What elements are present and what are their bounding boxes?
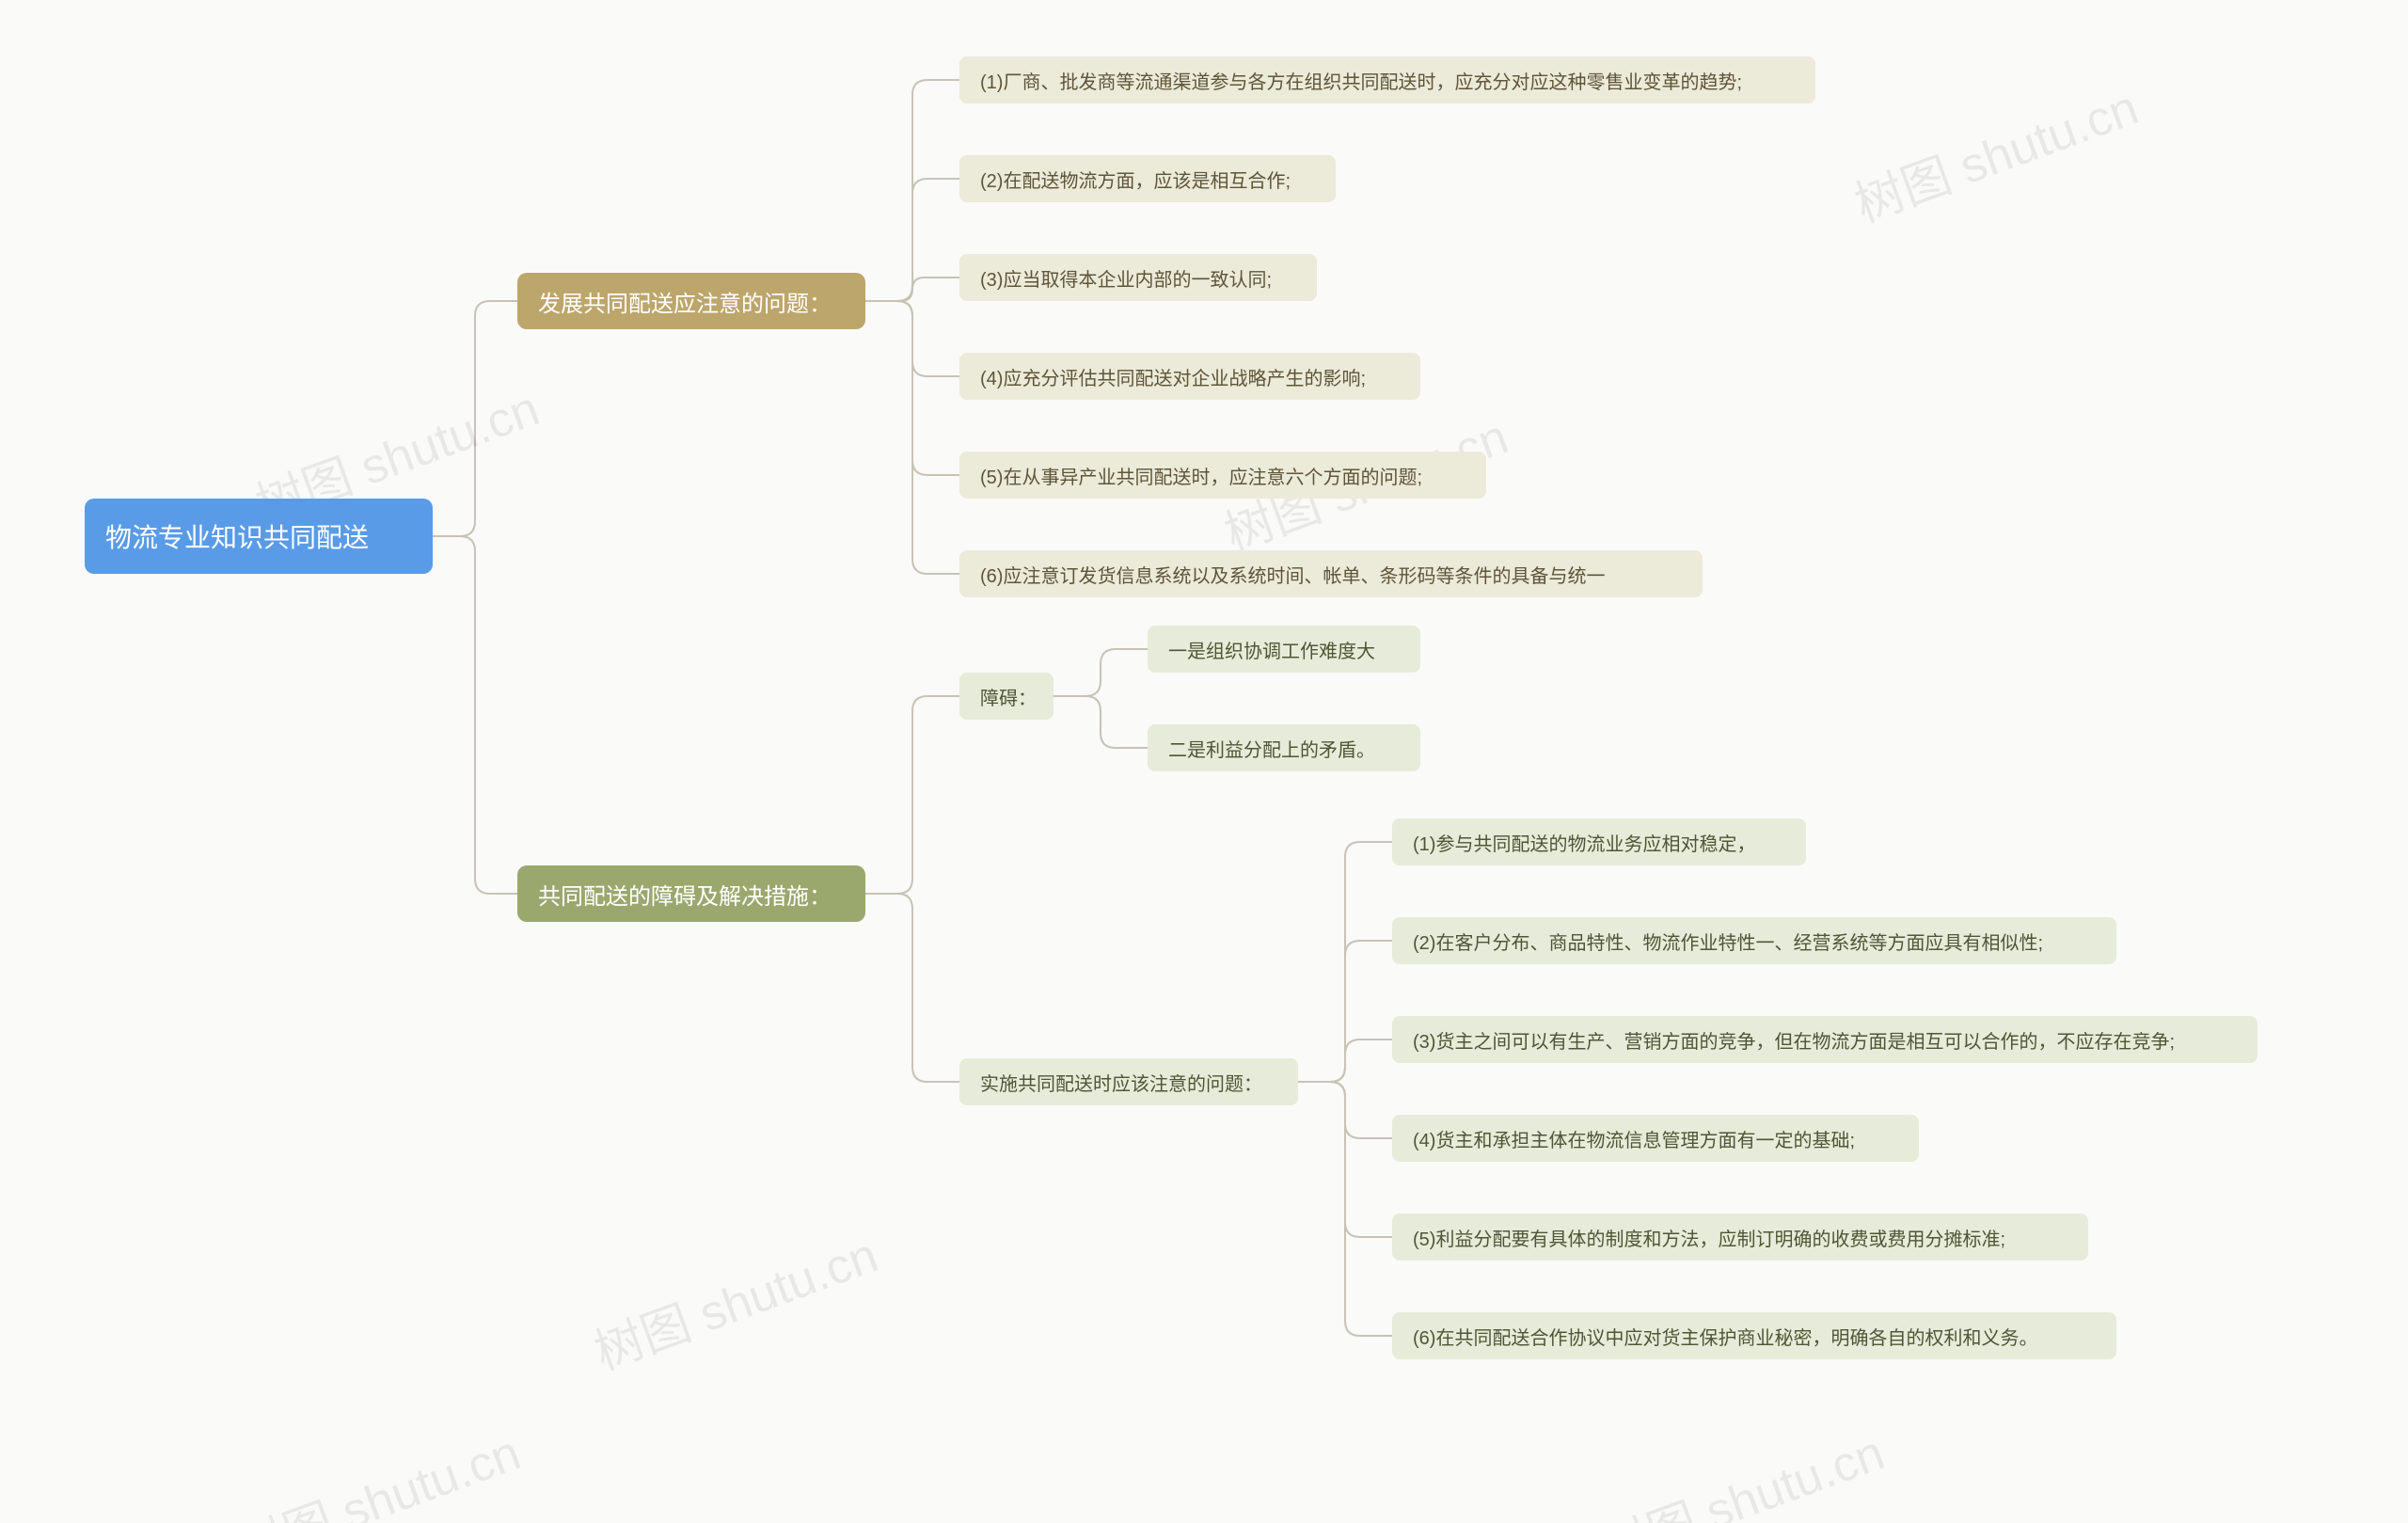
- leaf-develop-3[interactable]: (3)应当取得本企业内部的一致认同;: [959, 254, 1317, 301]
- leaf-implement-6[interactable]: (6)在共同配送合作协议中应对货主保护商业秘密，明确各自的权利和义务。: [1392, 1312, 2116, 1359]
- leaf-label: (6)在共同配送合作协议中应对货主保护商业秘密，明确各自的权利和义务。: [1413, 1323, 2037, 1350]
- branch-label: 发展共同配送应注意的问题：: [538, 285, 832, 318]
- leaf-implement-3[interactable]: (3)货主之间可以有生产、营销方面的竞争，但在物流方面是相互可以合作的，不应存在…: [1392, 1016, 2258, 1063]
- leaf-label: 二是利益分配上的矛盾。: [1168, 735, 1375, 762]
- leaf-implement-4[interactable]: (4)货主和承担主体在物流信息管理方面有一定的基础;: [1392, 1115, 1919, 1162]
- leaf-label: (2)在客户分布、商品特性、物流作业特性一、经营系统等方面应具有相似性;: [1413, 928, 2043, 955]
- branch-develop[interactable]: 发展共同配送应注意的问题：: [517, 273, 865, 329]
- leaf-label: (1)厂商、批发商等流通渠道参与各方在组织共同配送时，应充分对应这种零售业变革的…: [980, 67, 1742, 94]
- leaf-label: (3)应当取得本企业内部的一致认同;: [980, 264, 1272, 292]
- leaf-label: (2)在配送物流方面，应该是相互合作;: [980, 166, 1291, 193]
- leaf-implement-2[interactable]: (2)在客户分布、商品特性、物流作业特性一、经营系统等方面应具有相似性;: [1392, 917, 2116, 964]
- leaf-obstacle-2[interactable]: 二是利益分配上的矛盾。: [1148, 724, 1420, 771]
- leaf-label: (4)应充分评估共同配送对企业战略产生的影响;: [980, 363, 1366, 390]
- leaf-develop-4[interactable]: (4)应充分评估共同配送对企业战略产生的影响;: [959, 353, 1420, 400]
- leaf-label: (4)货主和承担主体在物流信息管理方面有一定的基础;: [1413, 1125, 1855, 1152]
- sub-obstacles[interactable]: 障碍：: [959, 673, 1054, 720]
- leaf-develop-5[interactable]: (5)在从事异产业共同配送时，应注意六个方面的问题;: [959, 452, 1486, 499]
- watermark: 树图 shutu.cn: [226, 1413, 529, 1523]
- branch-label: 共同配送的障碍及解决措施：: [538, 878, 832, 911]
- leaf-label: (5)在从事异产业共同配送时，应注意六个方面的问题;: [980, 462, 1422, 489]
- watermark: 树图 shutu.cn: [583, 1215, 886, 1383]
- leaf-label: 障碍：: [980, 683, 1037, 710]
- leaf-label: (3)货主之间可以有生产、营销方面的竞争，但在物流方面是相互可以合作的，不应存在…: [1413, 1026, 2175, 1054]
- branch-obstacle[interactable]: 共同配送的障碍及解决措施：: [517, 865, 865, 922]
- mindmap-canvas: 树图 shutu.cn 树图 shutu.cn 树图 shutu.cn 树图 s…: [0, 0, 2408, 1523]
- leaf-label: (1)参与共同配送的物流业务应相对稳定，: [1413, 829, 1755, 856]
- sub-implement[interactable]: 实施共同配送时应该注意的问题：: [959, 1058, 1298, 1105]
- watermark: 树图 shutu.cn: [1844, 68, 2147, 235]
- root-node[interactable]: 物流专业知识共同配送: [85, 499, 433, 574]
- leaf-develop-6[interactable]: (6)应注意订发货信息系统以及系统时间、帐单、条形码等条件的具备与统一: [959, 550, 1703, 597]
- leaf-label: 实施共同配送时应该注意的问题：: [980, 1069, 1262, 1096]
- leaf-develop-2[interactable]: (2)在配送物流方面，应该是相互合作;: [959, 155, 1336, 202]
- leaf-label: (5)利益分配要有具体的制度和方法，应制订明确的收费或费用分摊标准;: [1413, 1224, 2005, 1251]
- leaf-implement-1[interactable]: (1)参与共同配送的物流业务应相对稳定，: [1392, 818, 1806, 865]
- leaf-develop-1[interactable]: (1)厂商、批发商等流通渠道参与各方在组织共同配送时，应充分对应这种零售业变革的…: [959, 56, 1815, 103]
- leaf-label: (6)应注意订发货信息系统以及系统时间、帐单、条形码等条件的具备与统一: [980, 561, 1605, 588]
- leaf-label: 一是组织协调工作难度大: [1168, 636, 1375, 663]
- leaf-obstacle-1[interactable]: 一是组织协调工作难度大: [1148, 626, 1420, 673]
- root-label: 物流专业知识共同配送: [105, 517, 369, 555]
- watermark: 树图 shutu.cn: [1590, 1413, 1893, 1523]
- leaf-implement-5[interactable]: (5)利益分配要有具体的制度和方法，应制订明确的收费或费用分摊标准;: [1392, 1214, 2088, 1261]
